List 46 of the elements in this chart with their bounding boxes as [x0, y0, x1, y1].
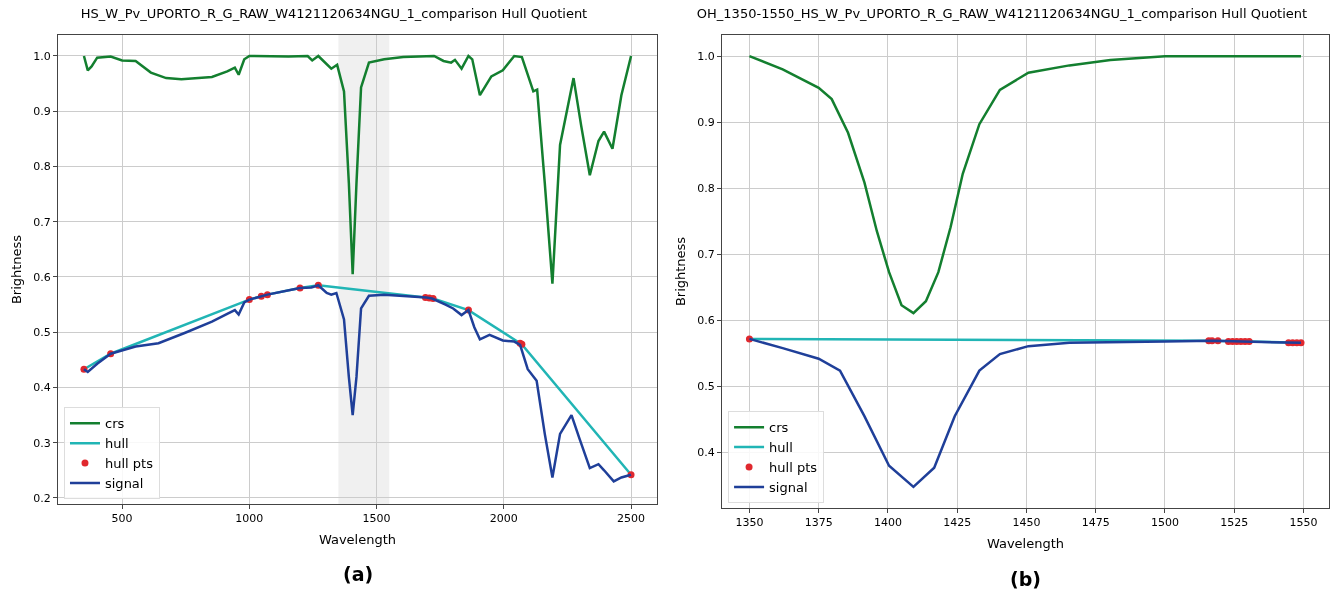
x-tick-label: 2000 — [489, 512, 518, 526]
y-tick-label: 0.7 — [33, 215, 51, 229]
y-tick-label: 0.4 — [697, 446, 715, 460]
x-tick-label: 1550 — [1289, 516, 1318, 530]
y-tick-label: 0.5 — [697, 380, 715, 394]
x-tick-label: 1375 — [804, 516, 833, 530]
legend-label: crs — [769, 420, 789, 436]
legend-label: signal — [104, 476, 144, 492]
y-tick-label: 0.3 — [33, 436, 51, 450]
x-tick-label: 1425 — [943, 516, 972, 530]
legend-label: hull pts — [769, 460, 818, 476]
legend-label: hull pts — [104, 456, 154, 472]
x-tick-label: 1475 — [1081, 516, 1110, 530]
x-tick-label: 2500 — [617, 512, 646, 526]
y-tick-label: 0.4 — [33, 381, 51, 395]
legend-label: hull — [769, 440, 793, 456]
x-tick-label: 1525 — [1220, 516, 1249, 530]
chart-title: HS_W_Pv_UPORTO_R_G_RAW_W4121120634NGU_1_comparison Hull Quotient — [80, 5, 588, 21]
x-tick-label: 1000 — [235, 512, 264, 526]
y-tick-label: 0.6 — [697, 314, 715, 328]
y-tick-label: 0.6 — [33, 270, 51, 284]
y-axis-title: Brightness — [9, 234, 25, 305]
y-tick-label: 0.8 — [697, 182, 715, 196]
y-tick-label: 0.7 — [697, 248, 715, 262]
legend-label: crs — [104, 416, 125, 432]
x-tick-label: 1500 — [362, 512, 391, 526]
x-tick-label: 1400 — [873, 516, 902, 530]
text: (b) — [1010, 568, 1041, 589]
x-tick-label: 1500 — [1150, 516, 1179, 530]
x-axis-title: Wavelength — [318, 531, 397, 547]
legend-label: signal — [769, 479, 808, 495]
x-tick-label: 1450 — [1012, 516, 1041, 530]
y-tick-label: 1.0 — [33, 49, 51, 63]
chart-title: OH_1350-1550_HS_W_Pv_UPORTO_R_G_RAW_W4121120634NGU_1_comparison Hull Quotient — [696, 5, 1308, 21]
y-tick-label: 0.8 — [33, 160, 51, 174]
y-tick-label: 1.0 — [697, 49, 715, 63]
x-tick-label: 1350 — [735, 516, 764, 530]
text: (a) — [343, 563, 374, 585]
y-tick-label: 0.5 — [33, 326, 51, 340]
y-tick-label: 0.9 — [697, 116, 715, 130]
y-tick-label: 0.2 — [33, 491, 51, 505]
y-axis-title: Brightness — [673, 236, 689, 307]
legend-label: hull — [104, 436, 129, 452]
y-tick-label: 0.9 — [33, 105, 51, 119]
x-axis-title: Wavelength — [986, 535, 1065, 551]
x-tick-label: 500 — [111, 512, 133, 526]
